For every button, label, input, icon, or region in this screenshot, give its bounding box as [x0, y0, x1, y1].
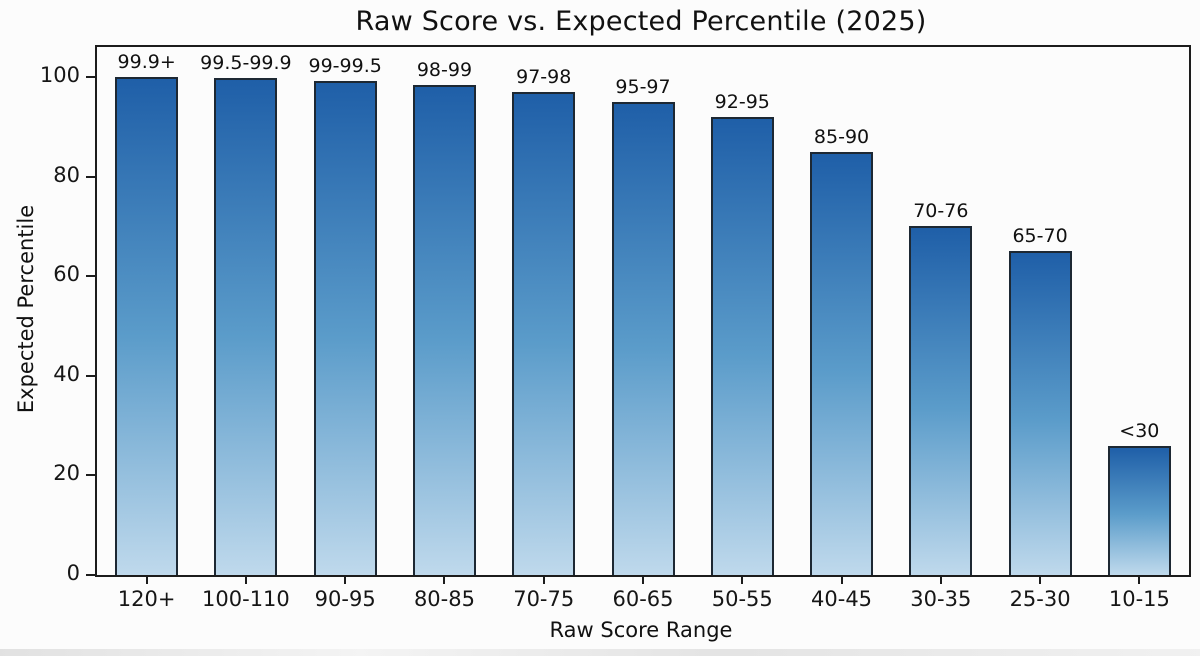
- y-tick-label: 60: [53, 262, 80, 287]
- x-tick: [145, 575, 148, 584]
- x-tick-label: 40-45: [811, 587, 873, 611]
- x-tick-label: 80-85: [413, 587, 475, 611]
- x-tick-label: 50-55: [711, 587, 773, 611]
- bar: [810, 151, 874, 575]
- bar-value-label: 99-99.5: [308, 54, 382, 77]
- y-tick-label: 80: [53, 162, 80, 187]
- x-tick: [443, 575, 446, 584]
- bar: [1008, 251, 1072, 575]
- x-tick-label: 10-15: [1108, 587, 1170, 611]
- bar-value-label: 85-90: [813, 125, 870, 148]
- bar: [1107, 445, 1171, 575]
- x-tick: [642, 575, 644, 584]
- bar: [412, 84, 476, 575]
- bar-value-label: 99.5-99.9: [200, 52, 292, 75]
- y-tick: [86, 474, 95, 477]
- x-tick-label: 25-30: [1009, 587, 1071, 611]
- y-tick: [86, 374, 95, 377]
- y-tick-label: 40: [53, 361, 80, 386]
- bar-value-label: 99.9+: [117, 50, 176, 73]
- x-tick: [542, 575, 545, 584]
- bar: [909, 226, 973, 575]
- bar: [313, 80, 377, 575]
- x-tick: [840, 575, 843, 584]
- x-tick: [344, 575, 347, 584]
- x-tick: [1138, 575, 1141, 584]
- bar-value-label: 95-97: [615, 75, 671, 98]
- x-tick: [741, 575, 744, 584]
- bottom-edge-artifact: [0, 649, 1200, 656]
- bar-value-label: 98-99: [416, 58, 473, 81]
- y-tick: [86, 75, 95, 78]
- chart-title: Raw Score vs. Expected Percentile (2025): [355, 6, 927, 37]
- y-tick-label: 100: [39, 62, 80, 87]
- bar-value-label: 92-95: [714, 90, 770, 113]
- x-tick-label: 30-35: [910, 587, 972, 611]
- x-tick-label: 60-65: [612, 587, 674, 611]
- plot-area: 0 20 40 60 80 100 99.9+ 120+ 99.5-99.9 100-110 99-…: [40, 45, 1191, 611]
- bar: [115, 76, 179, 575]
- x-axis-label: Raw Score Range: [549, 618, 733, 642]
- x-tick-label: 100-110: [202, 587, 290, 611]
- y-tick-label: 20: [53, 461, 80, 486]
- bar-value-label: 65-70: [1012, 225, 1068, 248]
- y-tick: [86, 175, 95, 178]
- x-tick-label: 70-75: [513, 587, 575, 611]
- bar: [611, 101, 675, 575]
- y-tick-label: 0: [66, 561, 80, 585]
- bar: [214, 78, 278, 575]
- x-tick-label: 120+: [117, 587, 176, 611]
- x-tick: [939, 575, 942, 584]
- x-tick: [1039, 575, 1042, 584]
- bar-value-label: <30: [1119, 419, 1160, 442]
- x-tick-label: 90-95: [314, 587, 376, 611]
- bar-value-label: 97-98: [516, 65, 572, 88]
- bar-value-label: 70-76: [913, 200, 969, 223]
- y-tick: [86, 574, 95, 576]
- bar: [512, 91, 576, 575]
- y-tick: [86, 275, 95, 278]
- x-tick: [244, 575, 247, 584]
- bar: [710, 116, 774, 575]
